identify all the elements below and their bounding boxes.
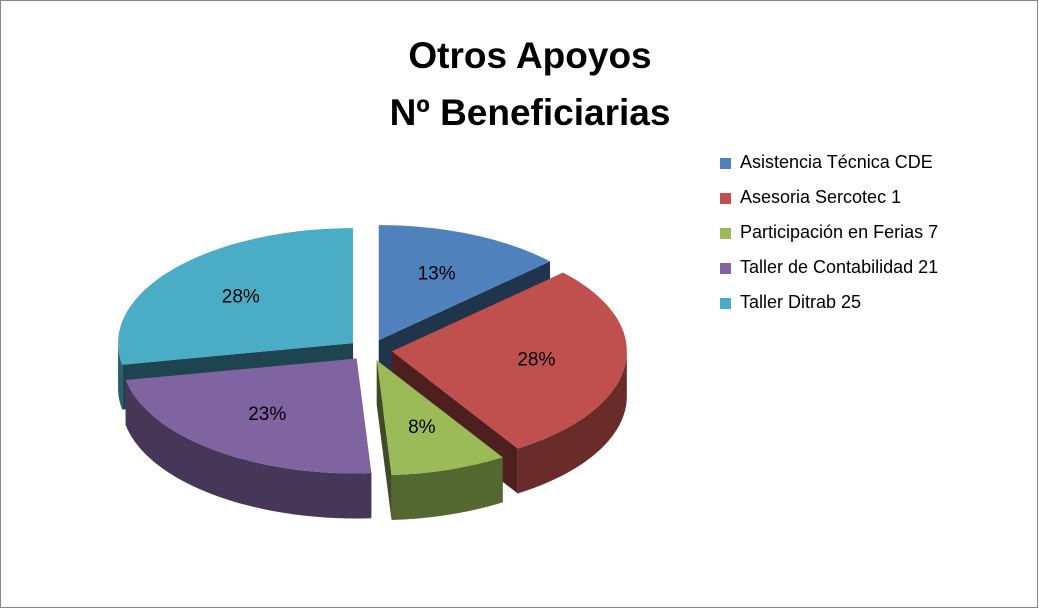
slice bbox=[118, 228, 354, 365]
data-label: 8% bbox=[408, 417, 436, 438]
legend-swatch bbox=[720, 193, 731, 204]
slice bbox=[376, 360, 503, 476]
slice-side bbox=[517, 351, 627, 494]
slice-cut-face bbox=[376, 360, 392, 521]
slice bbox=[125, 358, 372, 474]
slice bbox=[376, 360, 503, 521]
slice bbox=[378, 225, 551, 341]
chart-title: Nº Beneficiarias bbox=[390, 92, 671, 133]
legend-label: Asistencia Técnica CDE bbox=[740, 152, 933, 172]
legend-swatch bbox=[720, 298, 731, 309]
legend-label: Taller Ditrab 25 bbox=[740, 292, 861, 312]
slice bbox=[125, 358, 372, 519]
slice-side bbox=[118, 343, 123, 410]
legend-swatch bbox=[720, 158, 731, 169]
data-label: 28% bbox=[517, 349, 555, 370]
data-label: 28% bbox=[222, 287, 260, 308]
legend-label: Participación en Ferias 7 bbox=[740, 222, 938, 242]
chart-title: Otros Apoyos bbox=[408, 35, 651, 76]
legend-label: Asesoria Sercotec 1 bbox=[740, 187, 901, 207]
legend-label: Taller de Contabilidad 21 bbox=[740, 257, 938, 277]
slice bbox=[391, 272, 627, 449]
legend-swatch bbox=[720, 228, 731, 239]
data-label: 13% bbox=[418, 264, 456, 285]
legend-swatch bbox=[720, 263, 731, 274]
slice-side bbox=[125, 380, 372, 519]
data-label: 23% bbox=[248, 404, 286, 425]
slice-side bbox=[391, 457, 503, 521]
